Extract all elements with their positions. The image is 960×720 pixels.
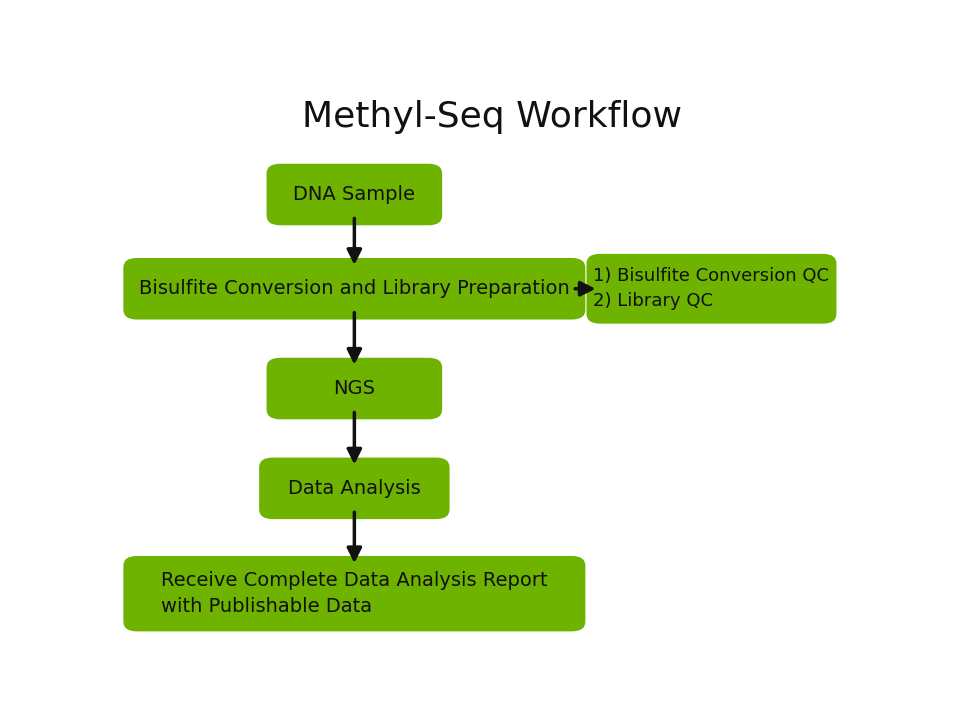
Text: Methyl-Seq Workflow: Methyl-Seq Workflow: [302, 100, 682, 134]
FancyBboxPatch shape: [267, 358, 443, 419]
Text: Receive Complete Data Analysis Report
with Publishable Data: Receive Complete Data Analysis Report wi…: [161, 571, 547, 616]
FancyBboxPatch shape: [267, 163, 443, 225]
FancyBboxPatch shape: [123, 258, 586, 320]
Text: Data Analysis: Data Analysis: [288, 479, 420, 498]
FancyBboxPatch shape: [123, 556, 586, 631]
FancyBboxPatch shape: [259, 458, 449, 519]
Text: Bisulfite Conversion and Library Preparation: Bisulfite Conversion and Library Prepara…: [139, 279, 569, 298]
Text: DNA Sample: DNA Sample: [294, 185, 416, 204]
Text: NGS: NGS: [333, 379, 375, 398]
FancyBboxPatch shape: [587, 254, 836, 324]
Text: 1) Bisulfite Conversion QC
2) Library QC: 1) Bisulfite Conversion QC 2) Library QC: [593, 267, 829, 310]
